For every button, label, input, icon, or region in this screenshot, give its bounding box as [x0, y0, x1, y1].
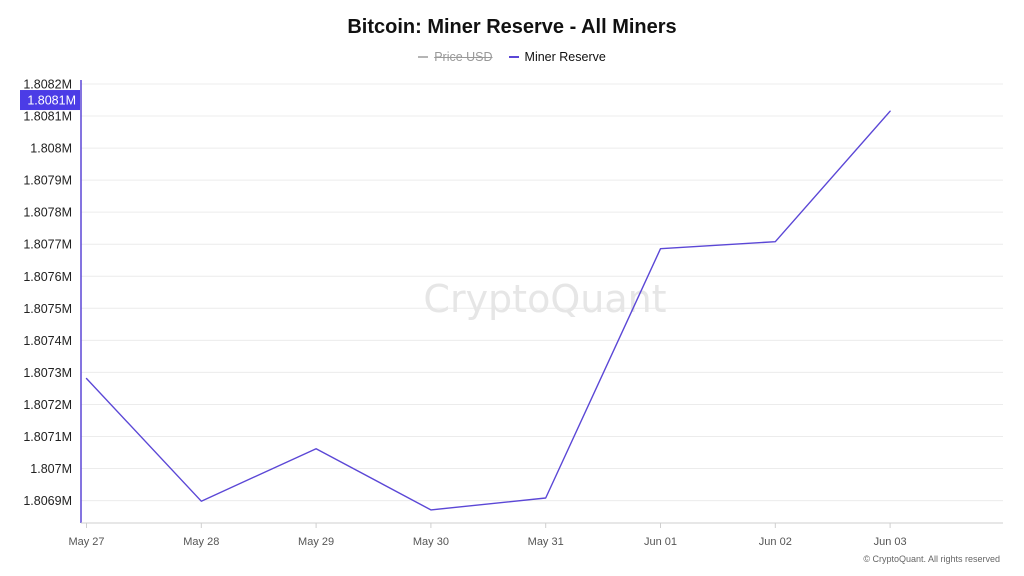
series-line-miner-reserve [85, 110, 891, 511]
y-tick-label-7: 1.8076M [23, 270, 72, 284]
y-tick-label-12: 1.8081M [23, 110, 72, 124]
x-tick-label-7: Jun 03 [874, 536, 907, 548]
y-tick-label-0: 1.8069M [23, 494, 72, 508]
legend-label-miner-reserve: Miner Reserve [524, 50, 606, 64]
watermark: CryptoQuant [423, 277, 666, 321]
y-tick-label-3: 1.8072M [23, 398, 72, 412]
y-tick-label-5: 1.8074M [23, 334, 72, 348]
x-tick-label-5: Jun 01 [644, 536, 677, 548]
crosshair-value-label: 1.8081M [27, 94, 76, 108]
y-crosshair: 1.8081M [20, 90, 80, 111]
y-tick-label-8: 1.8077M [23, 238, 72, 252]
legend-item-miner-reserve[interactable]: Miner Reserve [508, 50, 606, 64]
x-tick-label-0: May 27 [68, 536, 104, 548]
x-tick-label-4: May 31 [528, 536, 564, 548]
legend-swatch-price-usd [418, 56, 429, 58]
chart-title: Bitcoin: Miner Reserve - All Miners [347, 16, 677, 38]
y-tick-label-13: 1.8082M [23, 78, 72, 92]
y-tick-label-9: 1.8078M [23, 206, 72, 220]
y-axis-ticks: 1.8069M 1.807M 1.8071M 1.8072M 1.8073M 1.8074… [23, 78, 72, 509]
y-tick-label-4: 1.8073M [23, 366, 72, 380]
y-tick-label-10: 1.8079M [23, 174, 72, 188]
axes [80, 80, 1003, 524]
series [85, 110, 891, 511]
y-tick-label-11: 1.808M [30, 142, 72, 156]
legend-swatch-miner-reserve [508, 56, 519, 58]
x-axis-ticks: May 27 May 28 May 29 May 30 May 31 Jun 01 Jun … [68, 523, 907, 548]
legend-label-price-usd: Price USD [434, 50, 493, 64]
x-tick-label-1: May 28 [183, 536, 219, 548]
crosshair-label-bg [20, 90, 80, 111]
copyright-notice: © CryptoQuant. All rights reserved [863, 554, 1000, 564]
x-tick-label-6: Jun 02 [759, 536, 792, 548]
x-tick-label-2: May 29 [298, 536, 334, 548]
legend-item-price-usd[interactable]: Price USD [418, 50, 493, 64]
y-tick-label-6: 1.8075M [23, 302, 72, 316]
y-tick-label-1: 1.807M [30, 462, 72, 476]
grid-lines [81, 83, 1003, 502]
x-tick-label-3: May 30 [413, 536, 449, 548]
y-tick-label-2: 1.8071M [23, 430, 72, 444]
legend: Price USD Miner Reserve [0, 50, 1024, 64]
